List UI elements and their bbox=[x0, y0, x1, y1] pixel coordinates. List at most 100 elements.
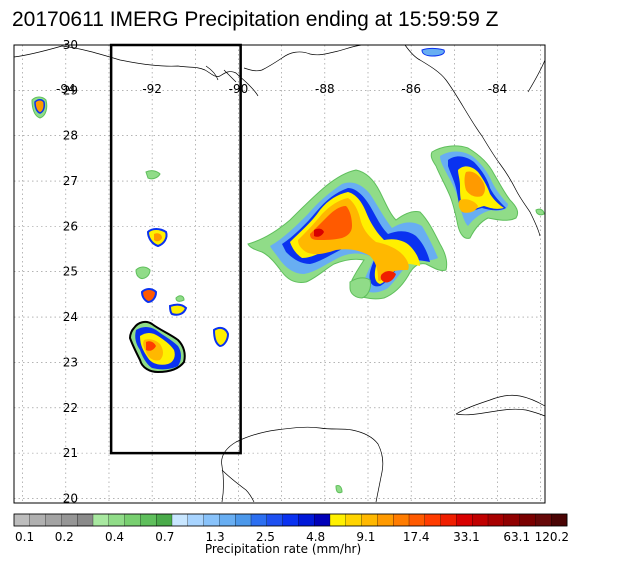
longitude-label: -86 bbox=[401, 82, 421, 96]
yucatan-coast bbox=[221, 426, 384, 503]
precip-cell-west-top-core bbox=[34, 99, 45, 114]
colorbar-swatch bbox=[314, 513, 331, 527]
colorbar-swatch bbox=[266, 513, 284, 527]
colorbar-swatch bbox=[61, 513, 78, 527]
colorbar-swatch bbox=[45, 513, 62, 527]
colorbar-swatch bbox=[171, 513, 189, 527]
longitude-label: -94 bbox=[56, 82, 76, 96]
plot-frame bbox=[13, 44, 546, 504]
colorbar-tick-label: 4.8 bbox=[306, 530, 325, 544]
precip-cell-box-main-red bbox=[146, 341, 156, 351]
colorbar-swatch bbox=[503, 513, 521, 527]
precip-cell-east-core-b bbox=[380, 271, 396, 283]
precip-cell-box-c bbox=[135, 266, 151, 279]
analysis-box bbox=[109, 43, 242, 455]
colorbar-swatch bbox=[140, 513, 157, 527]
florida-east bbox=[527, 59, 546, 93]
colorbar-swatch bbox=[219, 513, 236, 527]
colorbar-tick-label: 0.2 bbox=[55, 530, 74, 544]
colorbar-swatch bbox=[456, 513, 473, 527]
colorbar-swatch bbox=[13, 513, 31, 527]
latitude-label: 22 bbox=[63, 401, 78, 415]
precip-cell-ne-orange bbox=[464, 171, 485, 197]
colorbar-tick-label: 9.1 bbox=[356, 530, 375, 544]
colorbar-swatch bbox=[361, 513, 378, 527]
colorbar-tick-label: 0.4 bbox=[105, 530, 124, 544]
colorbar bbox=[13, 513, 568, 527]
colorbar-swatch bbox=[203, 513, 220, 527]
longitude-label: -88 bbox=[315, 82, 335, 96]
colorbar-tick-label: 2.5 bbox=[256, 530, 275, 544]
colorbar-swatch bbox=[551, 513, 568, 527]
colorbar-swatch bbox=[329, 513, 347, 527]
precipitation-field bbox=[31, 48, 545, 494]
colorbar-swatch bbox=[393, 513, 410, 527]
colorbar-swatch bbox=[29, 513, 47, 527]
latitude-label: 26 bbox=[63, 219, 78, 233]
colorbar-swatch bbox=[235, 513, 252, 527]
colorbar-tick-label: 1.3 bbox=[206, 530, 225, 544]
colorbar-swatch bbox=[77, 513, 94, 527]
latitude-label: 23 bbox=[63, 355, 78, 369]
colorbar-swatch bbox=[408, 513, 426, 527]
precip-cell-east-core-a bbox=[314, 228, 324, 237]
colorbar-swatch bbox=[92, 513, 110, 527]
precip-cell-box-d bbox=[140, 288, 158, 304]
colorbar-swatch bbox=[519, 513, 536, 527]
yucatan-border bbox=[221, 469, 255, 503]
colorbar-swatch bbox=[282, 513, 299, 527]
colorbar-swatch bbox=[298, 513, 315, 527]
colorbar-swatch bbox=[535, 513, 552, 527]
latitude-label: 28 bbox=[63, 129, 78, 143]
plot-background bbox=[14, 45, 545, 503]
gulf-north-coast bbox=[13, 44, 363, 97]
precip-cell-box-e2 bbox=[175, 295, 185, 302]
colorbar-swatch bbox=[156, 513, 173, 527]
longitude-label: -84 bbox=[488, 82, 508, 96]
latitude-label: 25 bbox=[63, 265, 78, 279]
precip-cell-ne-orange-b bbox=[458, 199, 478, 213]
precip-cell-east-of-box bbox=[212, 326, 230, 348]
colorbar-tick-labels: 0.1 0.2 0.4 0.7 1.3 2.5 4.8 9.1 17.4 33.1 63.1 120.… bbox=[15, 530, 569, 544]
precip-cell-yucatan bbox=[335, 485, 343, 494]
latitude-label: 29 bbox=[63, 83, 78, 97]
florida-coast bbox=[404, 44, 541, 237]
colorbar-swatch bbox=[124, 513, 141, 527]
latitude-label: 20 bbox=[63, 491, 78, 505]
colorbar-swatch bbox=[345, 513, 363, 527]
colorbar-tick-label: 63.1 bbox=[503, 530, 530, 544]
coastlines bbox=[13, 44, 546, 503]
latitude-label: 21 bbox=[63, 446, 78, 460]
colorbar-tick-label: 120.2 bbox=[535, 530, 569, 544]
mississippi-delta bbox=[205, 65, 237, 83]
precip-cell-box-b-core bbox=[154, 233, 162, 242]
colorbar-tick-label: 17.4 bbox=[403, 530, 430, 544]
longitude-label: -92 bbox=[142, 82, 162, 96]
longitude-label: -90 bbox=[229, 82, 249, 96]
precip-cell-ne-small bbox=[535, 208, 545, 216]
colorbar-swatch bbox=[440, 513, 457, 527]
colorbar-swatch bbox=[250, 513, 268, 527]
latitude-label: 30 bbox=[63, 38, 78, 52]
colorbar-swatch bbox=[424, 513, 442, 527]
colorbar-tick-label: 0.7 bbox=[155, 530, 174, 544]
precip-cell-box-a bbox=[145, 170, 161, 180]
colorbar-frame bbox=[13, 513, 568, 527]
latitude-label: 24 bbox=[63, 310, 78, 324]
precip-cell-box-e bbox=[168, 303, 188, 316]
colorbar-swatch bbox=[487, 513, 505, 527]
colorbar-tick-label: 0.1 bbox=[15, 530, 34, 544]
colorbar-label: Precipitation rate (mm/hr) bbox=[205, 542, 361, 556]
colorbar-tick-label: 33.1 bbox=[453, 530, 480, 544]
colorbar-swatch bbox=[377, 513, 394, 527]
longitude-labels: -94 -92 -90 -88 -86 -84 bbox=[56, 82, 507, 96]
map-title: 20170611 IMERG Precipitation ending at 1… bbox=[12, 8, 499, 31]
precip-cell-top-right bbox=[421, 48, 445, 57]
precip-cell-east-south-outer bbox=[349, 277, 371, 299]
latitude-labels: 30 29 28 27 26 25 24 23 22 21 20 bbox=[63, 38, 78, 505]
cuba-coast bbox=[455, 394, 546, 417]
latitude-label: 27 bbox=[63, 174, 78, 188]
colorbar-swatch bbox=[187, 513, 205, 527]
colorbar-swatch bbox=[472, 513, 489, 527]
